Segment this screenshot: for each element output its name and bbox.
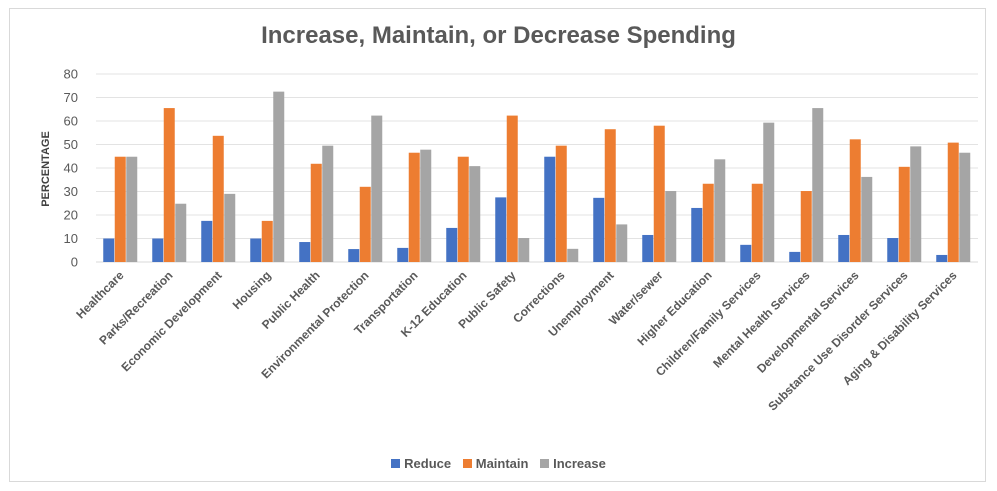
bar-increase (420, 149, 432, 262)
bar-maintain (947, 142, 959, 262)
bar-reduce (103, 238, 115, 262)
y-axis-label: PERCENTAGE (40, 131, 52, 207)
bar-maintain (653, 125, 665, 262)
bar-increase (616, 224, 628, 262)
bar-reduce (495, 197, 507, 263)
bar-increase (910, 146, 922, 262)
bar-maintain (506, 115, 518, 262)
bar-reduce (838, 234, 850, 262)
x-category-label: Economic Development (119, 268, 225, 374)
legend-label-increase: Increase (553, 456, 606, 471)
bar-reduce (887, 238, 899, 262)
x-category-label: Mental Health Services (710, 268, 813, 371)
bar-reduce (740, 244, 752, 262)
y-tick-label: 40 (64, 161, 78, 176)
bar-maintain (898, 166, 910, 262)
bar-reduce (593, 197, 605, 262)
bar-increase (371, 115, 383, 262)
bar-maintain (408, 152, 420, 262)
chart-title: Increase, Maintain, or Decrease Spending (261, 22, 736, 49)
y-tick-label: 60 (64, 114, 78, 129)
bar-maintain (310, 163, 322, 262)
bar-maintain (604, 129, 616, 262)
bar-increase (763, 122, 775, 263)
x-category-label: Healthcare (73, 268, 127, 322)
bar-increase (322, 145, 334, 262)
bar-increase (861, 176, 873, 262)
bar-increase (175, 203, 187, 262)
bar-maintain (800, 191, 812, 262)
y-tick-label: 0 (71, 255, 78, 270)
bar-increase (665, 191, 677, 262)
bar-reduce (201, 220, 213, 263)
legend-swatch-increase (540, 459, 550, 469)
y-tick-label: 10 (64, 231, 78, 246)
bar-maintain (555, 145, 567, 262)
x-category-label: Housing (230, 268, 274, 312)
bar-increase (224, 193, 236, 262)
bar-reduce (642, 234, 654, 262)
bar-reduce (250, 238, 262, 262)
legend-label-reduce: Reduce (404, 456, 452, 471)
legend-item-reduce: Reduce (391, 456, 451, 471)
bar-maintain (163, 108, 175, 262)
bar-maintain (261, 220, 273, 263)
bar-reduce (152, 238, 164, 262)
legend-swatch-reduce (391, 459, 401, 469)
bar-reduce (936, 254, 948, 262)
bar-reduce (348, 249, 360, 262)
bar-maintain (212, 135, 224, 262)
bar-maintain (849, 139, 861, 262)
bar-increase (126, 156, 138, 262)
bar-maintain (359, 186, 371, 262)
legend-swatch-maintain (462, 459, 472, 469)
bar-increase (812, 108, 824, 262)
bar-increase (469, 166, 481, 262)
bar-increase (273, 91, 285, 263)
bar-maintain (114, 156, 126, 262)
bar-reduce (544, 156, 556, 262)
bar-maintain (457, 156, 469, 262)
y-tick-label: 30 (64, 184, 78, 199)
bar-increase (518, 238, 530, 262)
bar-reduce (299, 242, 311, 262)
bar-reduce (397, 247, 409, 262)
y-tick-label: 80 (64, 67, 78, 82)
bar-reduce (789, 251, 801, 262)
legend-item-increase: Increase (540, 456, 606, 471)
bar-reduce (691, 207, 703, 262)
bar-reduce (446, 227, 458, 262)
bar-increase (567, 248, 579, 262)
legend-label-maintain: Maintain (475, 456, 529, 471)
bar-increase (714, 159, 726, 262)
legend: Reduce Maintain Increase (0, 456, 997, 471)
bar-increase (959, 152, 971, 262)
y-tick-label: 50 (64, 137, 78, 152)
bar-maintain (751, 183, 763, 262)
y-tick-label: 20 (64, 208, 78, 223)
legend-item-maintain: Maintain (462, 456, 529, 471)
bar-maintain (702, 183, 714, 262)
y-tick-label: 70 (64, 90, 78, 105)
